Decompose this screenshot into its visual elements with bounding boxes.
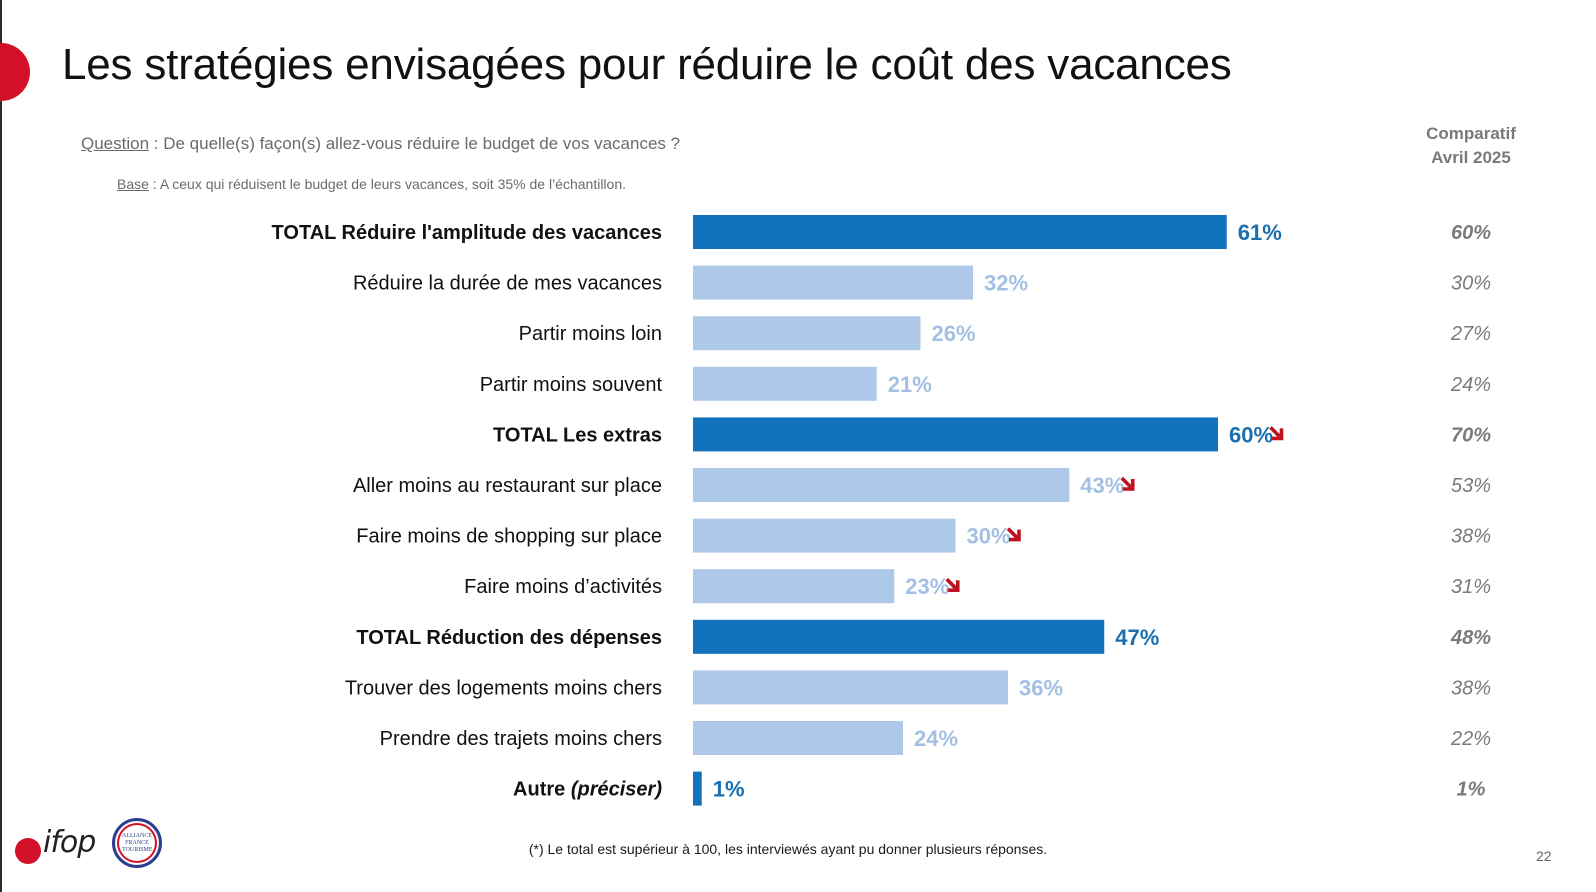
bar-total [693, 619, 1105, 654]
category-label: TOTAL Réduction des dépenses [356, 627, 662, 649]
base-body: : A ceux qui réduisent le budget de leur… [148, 176, 627, 192]
category-label: Autre (préciser) [513, 779, 662, 801]
comparison-value: 48% [1450, 627, 1491, 649]
comparison-value: 22% [1450, 728, 1491, 750]
bar [693, 569, 895, 604]
category-label: Partir moins loin [519, 323, 662, 345]
alliance-logo-line2: FRANCE [125, 840, 149, 846]
comparison-value: 53% [1451, 475, 1491, 497]
category-label: Faire moins de shopping sur place [356, 526, 662, 548]
question-label: Question [81, 134, 150, 153]
value-label: 26% [932, 321, 976, 346]
bar-total [693, 417, 1218, 452]
alliance-logo-line3: TOURISME [122, 847, 153, 853]
down-arrow-icon [1006, 527, 1021, 542]
left-border [0, 0, 2, 892]
comparison-header-line2: Avril 2025 [1431, 148, 1511, 167]
comparison-header-line1: Comparatif [1426, 124, 1516, 143]
category-label: Aller moins au restaurant sur place [353, 475, 662, 497]
comparison-value: 70% [1451, 424, 1491, 446]
bar [693, 518, 956, 553]
alliance-logo-line1: ALLIANCE [122, 833, 152, 839]
comparison-header: Comparatif Avril 2025 [1415, 122, 1527, 170]
question-text: Question : De quelle(s) façon(s) allez-v… [81, 134, 680, 154]
bar [693, 721, 903, 755]
comparison-value: 24% [1450, 374, 1491, 396]
down-arrow-icon [945, 577, 960, 592]
category-label: Trouver des logements moins chers [345, 677, 662, 699]
comparison-value: 27% [1450, 323, 1491, 345]
comparison-value: 1% [1457, 779, 1486, 801]
bar [693, 316, 921, 351]
value-label: 36% [1019, 675, 1063, 700]
page-number: 22 [1536, 848, 1552, 864]
value-label: 32% [984, 271, 1028, 296]
down-arrow-icon [1120, 476, 1135, 491]
comparison-value: 38% [1451, 526, 1491, 548]
category-label: Partir moins souvent [480, 374, 663, 396]
bar [693, 366, 877, 401]
bar [693, 468, 1070, 502]
comparison-value: 60% [1451, 222, 1491, 244]
alliance-logo-text: ALLIANCE FRANCE TOURISME [122, 833, 153, 854]
ifop-logo: ifop [13, 823, 97, 867]
down-arrow-icon [1269, 426, 1284, 441]
category-label: Réduire la durée de mes vacances [353, 273, 662, 295]
value-label: 60% [1229, 422, 1273, 447]
base-text: Base : A ceux qui réduisent le budget de… [117, 176, 626, 192]
question-body: : De quelle(s) façon(s) allez-vous rédui… [149, 134, 681, 153]
bar-total [693, 215, 1227, 249]
bar [693, 265, 973, 300]
comparison-value: 38% [1451, 677, 1491, 699]
value-label: 23% [905, 574, 949, 599]
comparison-value: 30% [1451, 273, 1491, 295]
page-title: Les stratégies envisagées pour réduire l… [62, 40, 1232, 89]
value-label: 61% [1238, 220, 1282, 245]
ifop-logo-dot [15, 838, 41, 864]
comparison-value: 31% [1451, 576, 1491, 598]
category-label: TOTAL Réduire l'amplitude des vacances [272, 222, 662, 244]
footnote: (*) Le total est supérieur à 100, les in… [0, 841, 1596, 857]
category-label: TOTAL Les extras [493, 424, 662, 446]
value-label: 47% [1115, 625, 1159, 650]
ifop-logo-text: ifop [43, 825, 96, 860]
footnote-text: (*) Le total est supérieur à 100, les in… [528, 841, 1048, 857]
base-label: Base [117, 176, 149, 192]
bar-total [693, 771, 702, 806]
value-label: 21% [888, 372, 932, 397]
alliance-france-tourisme-logo: ALLIANCE FRANCE TOURISME [112, 818, 162, 868]
category-label: Faire moins d’activités [464, 576, 662, 598]
value-label: 43% [1080, 473, 1124, 498]
value-label: 30% [967, 524, 1011, 549]
bar [693, 670, 1008, 705]
value-label: 24% [914, 726, 958, 751]
category-label: Prendre des trajets moins chers [380, 728, 662, 750]
value-label: 1% [713, 777, 745, 802]
